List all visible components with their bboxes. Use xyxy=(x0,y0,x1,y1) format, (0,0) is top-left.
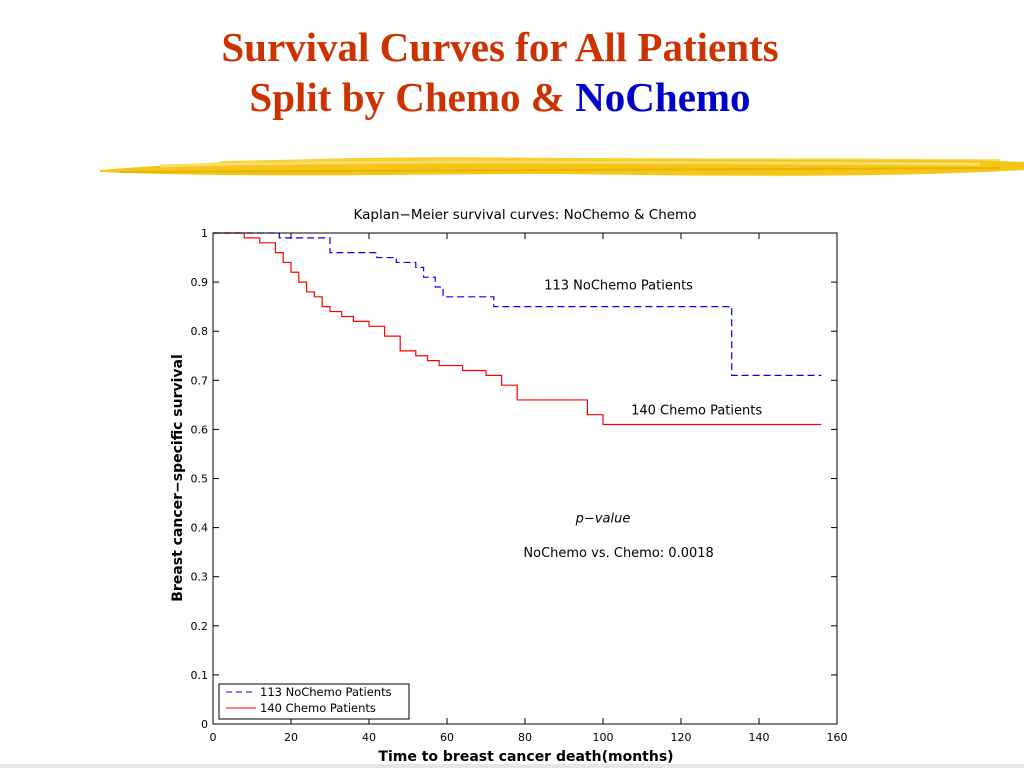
y-tick-label: 0.7 xyxy=(191,374,209,387)
y-tick-labels: 0 0.1 0.2 0.3 0.4 0.5 0.6 0.7 0.8 0.9 1 xyxy=(191,227,209,731)
y-tick-label: 0.9 xyxy=(191,276,209,289)
x-tick-label: 20 xyxy=(284,731,298,744)
legend: 113 NoChemo Patients 140 Chemo Patients xyxy=(218,683,410,720)
y-tick-label: 0.1 xyxy=(191,669,209,682)
slide-title: Survival Curves for All Patients Split b… xyxy=(0,22,1000,122)
y-tick-label: 0.4 xyxy=(191,522,209,535)
y-tick-label: 0.8 xyxy=(191,325,209,338)
y-tick-label: 0.6 xyxy=(191,423,209,436)
x-axis-label: Time to breast cancer death(months) xyxy=(378,749,673,765)
title-line-2: Split by Chemo & NoChemo xyxy=(0,72,1000,122)
y-tick-label: 1 xyxy=(201,227,208,240)
y-tick-label: 0.3 xyxy=(191,571,209,584)
title-line-2-prefix: Split by Chemo & xyxy=(249,74,576,120)
slide-bottom-line xyxy=(0,764,1024,768)
series-line-nochemo xyxy=(213,232,822,376)
x-tick-label: 100 xyxy=(593,731,614,744)
y-tick-label: 0 xyxy=(201,718,208,731)
x-tick-label: 40 xyxy=(362,731,376,744)
annotation-pvalue-heading: p−value xyxy=(575,512,631,527)
x-tick-label: 160 xyxy=(827,731,848,744)
annotation-label-chemo: 140 Chemo Patients xyxy=(631,404,762,419)
legend-label-chemo: 140 Chemo Patients xyxy=(260,701,376,715)
legend-label-nochemo: 113 NoChemo Patients xyxy=(260,685,392,699)
annotations: 113 NoChemo Patients 140 Chemo Patients p−… xyxy=(523,278,762,561)
plot-frame xyxy=(212,232,838,725)
title-line-2-accent: NoChemo xyxy=(575,74,751,120)
x-tick-label: 140 xyxy=(749,731,770,744)
y-axis-label: Breast cancer−specific survival xyxy=(170,354,186,602)
x-tick-label: 80 xyxy=(518,731,532,744)
y-tick-label: 0.5 xyxy=(191,473,209,486)
x-tick-labels: 0 20 40 60 80 100 120 140 160 xyxy=(210,731,848,744)
title-line-1: Survival Curves for All Patients xyxy=(221,24,779,70)
annotation-label-nochemo: 113 NoChemo Patients xyxy=(544,278,693,293)
annotation-pvalue-text: NoChemo vs. Chemo: 0.0018 xyxy=(523,546,713,561)
x-tick-label: 120 xyxy=(671,731,692,744)
chart-title: Kaplan−Meier survival curves: NoChemo & … xyxy=(354,207,697,223)
legend-box xyxy=(218,683,410,720)
series-group xyxy=(213,232,822,426)
decorative-brush-underline xyxy=(100,157,1024,176)
x-tick-label: 60 xyxy=(440,731,454,744)
y-tick-label: 0.2 xyxy=(191,620,209,633)
x-tick-label: 0 xyxy=(210,731,217,744)
series-line-chemo xyxy=(213,232,822,426)
